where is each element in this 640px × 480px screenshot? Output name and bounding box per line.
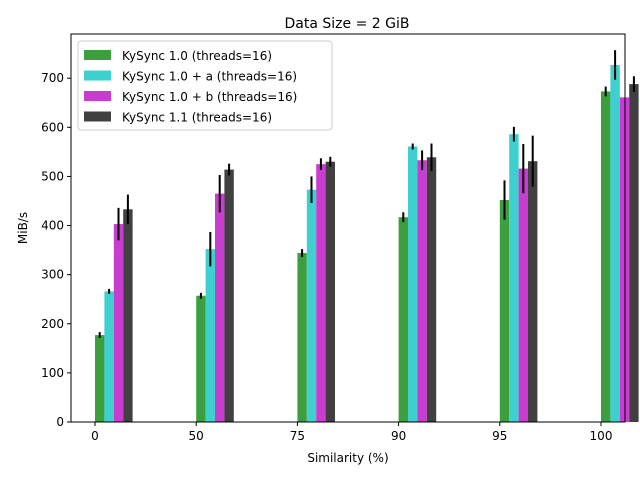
bar (408, 146, 418, 422)
y-tick-label: 500 (41, 169, 64, 183)
legend-swatch (84, 70, 111, 81)
bar (104, 291, 114, 422)
bar (306, 189, 317, 422)
bar (215, 193, 225, 422)
y-tick-label: 600 (41, 120, 64, 134)
y-tick-label: 400 (41, 219, 64, 233)
bar (610, 64, 620, 422)
legend-label: KySync 1.1 (threads=16) (122, 111, 272, 125)
y-tick-label: 100 (41, 366, 64, 380)
chart-title: Data Size = 2 GiB (285, 16, 410, 32)
bar (417, 160, 427, 422)
legend-swatch (84, 111, 111, 122)
y-tick-label: 200 (41, 317, 64, 331)
y-tick-label: 700 (41, 71, 64, 85)
x-axis-label: Similarity (%) (307, 451, 388, 465)
legend-label: KySync 1.0 + a (threads=16) (122, 70, 297, 84)
bar (123, 209, 133, 422)
bar (499, 200, 510, 422)
y-axis-label: MiB/s (16, 212, 30, 244)
bar (95, 335, 105, 422)
y-tick-label: 300 (41, 268, 64, 282)
legend-label: KySync 1.0 + b (threads=16) (122, 90, 297, 104)
x-tick-label: 50 (189, 429, 204, 443)
bar (196, 295, 206, 422)
bar (509, 134, 519, 423)
plot-area: 0 50 75 90 95 100 0 100 200 300 400 500 600 700 (41, 50, 639, 443)
bar (316, 164, 326, 422)
legend: KySync 1.0 (threads=16) KySync 1.0 + a (t… (77, 40, 333, 131)
legend-swatch (84, 50, 111, 60)
bar (113, 224, 124, 422)
bar (297, 253, 307, 422)
bar (398, 217, 408, 422)
y-tick-label: 0 (56, 415, 64, 429)
bar (518, 168, 528, 422)
x-tick-label: 75 (290, 429, 305, 443)
bar (325, 161, 335, 422)
x-tick-label: 95 (492, 429, 507, 443)
bar (205, 249, 215, 422)
bar (629, 84, 639, 423)
legend-label: KySync 1.0 (threads=16) (122, 49, 272, 63)
legend-swatch (84, 91, 111, 101)
bar (601, 91, 611, 422)
bar (426, 157, 437, 423)
legend-box (77, 40, 333, 131)
bar (224, 169, 234, 422)
x-tick-label: 0 (91, 429, 99, 443)
axes-frame (70, 33, 626, 423)
bar (528, 161, 538, 422)
x-tick-label: 100 (590, 429, 613, 443)
x-tick-label: 90 (391, 429, 406, 443)
